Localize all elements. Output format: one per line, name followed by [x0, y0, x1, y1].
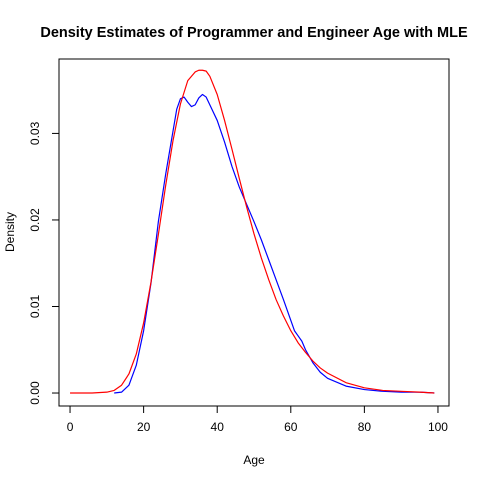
- x-tick-label: 80: [358, 420, 372, 434]
- y-axis: 0.00 0.01 0.02 0.03: [28, 121, 60, 405]
- series-layer: [70, 69, 435, 394]
- series-line-1: [70, 69, 435, 394]
- x-tick-label: 60: [284, 420, 298, 434]
- x-axis: 0 20 40 60 80 100: [67, 405, 448, 434]
- chart-title: Density Estimates of Programmer and Engi…: [40, 25, 468, 41]
- x-tick-label: 20: [137, 420, 151, 434]
- x-tick-label: 40: [211, 420, 225, 434]
- y-tick-label: 0.02: [28, 208, 42, 232]
- y-tick-label: 0.00: [28, 381, 42, 405]
- x-tick-label: 0: [67, 420, 74, 434]
- y-tick-label: 0.01: [28, 294, 42, 318]
- x-axis-label: Age: [243, 453, 265, 467]
- x-tick-label: 100: [428, 420, 448, 434]
- y-axis-label: Density: [3, 212, 17, 252]
- y-tick-label: 0.03: [28, 121, 42, 145]
- series-line-0: [114, 93, 435, 394]
